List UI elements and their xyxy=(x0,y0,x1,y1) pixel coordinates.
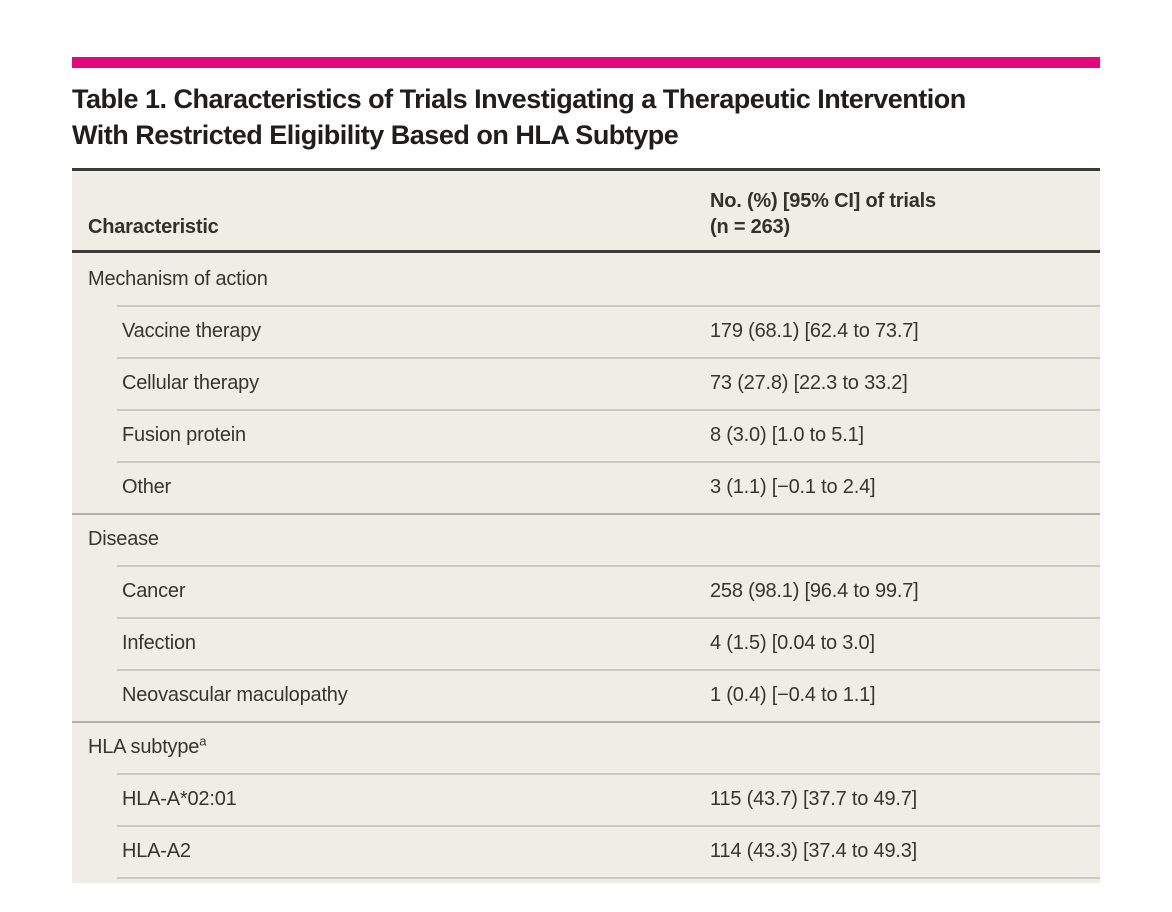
column-header-values: No. (%) [95% CI] of trials (n = 263) xyxy=(710,188,1084,240)
table-row: Fusion protein 8 (3.0) [1.0 to 5.1] xyxy=(72,409,1100,461)
table-row: Vaccine therapy 179 (68.1) [62.4 to 73.7… xyxy=(72,305,1100,357)
accent-bar xyxy=(72,57,1100,68)
row-label: Neovascular maculopathy xyxy=(122,684,348,706)
column-header-characteristic-label: Characteristic xyxy=(88,216,219,238)
table-row: Infection 4 (1.5) [0.04 to 3.0] xyxy=(72,617,1100,669)
row-label: HLA-A2 xyxy=(122,840,191,862)
table-figure: Table 1. Characteristics of Trials Inves… xyxy=(72,57,1100,883)
row-value: 115 (43.7) [37.7 to 49.7] xyxy=(710,788,918,810)
table-header-row: Characteristic No. (%) [95% CI] of trial… xyxy=(72,171,1100,253)
table-body: Mechanism of action Vaccine therapy 179 … xyxy=(72,253,1100,877)
characteristics-table: Characteristic No. (%) [95% CI] of trial… xyxy=(72,168,1100,883)
row-value: 114 (43.3) [37.4 to 49.3] xyxy=(710,840,918,862)
row-label: HLA subtypea xyxy=(88,733,207,758)
table-row: Other 3 (1.1) [−0.1 to 2.4] xyxy=(72,461,1100,513)
table-row: HLA subtypea xyxy=(72,721,1100,773)
row-value: 258 (98.1) [96.4 to 99.7] xyxy=(710,580,919,602)
row-label: Mechanism of action xyxy=(88,268,268,290)
table-row: HLA-A*02:01 115 (43.7) [37.7 to 49.7] xyxy=(72,773,1100,825)
row-value: 3 (1.1) [−0.1 to 2.4] xyxy=(710,476,876,498)
row-value: 1 (0.4) [−0.4 to 1.1] xyxy=(710,684,876,706)
row-value: 4 (1.5) [0.04 to 3.0] xyxy=(710,632,875,654)
table-row: Mechanism of action xyxy=(72,253,1100,305)
table-cutoff-separator xyxy=(72,877,1100,883)
row-label: Disease xyxy=(88,528,159,550)
table-row: Cancer 258 (98.1) [96.4 to 99.7] xyxy=(72,565,1100,617)
row-value: 73 (27.8) [22.3 to 33.2] xyxy=(710,372,908,394)
row-label: Cancer xyxy=(122,580,186,602)
table-row: Cellular therapy 73 (27.8) [22.3 to 33.2… xyxy=(72,357,1100,409)
row-label: Infection xyxy=(122,632,196,654)
row-value: 8 (3.0) [1.0 to 5.1] xyxy=(710,424,864,446)
column-header-values-label: No. (%) [95% CI] of trials (n = 263) xyxy=(710,190,936,238)
row-label: Cellular therapy xyxy=(122,372,259,394)
table-row: Neovascular maculopathy 1 (0.4) [−0.4 to… xyxy=(72,669,1100,721)
row-value: 179 (68.1) [62.4 to 73.7] xyxy=(710,320,919,342)
column-header-characteristic: Characteristic xyxy=(88,214,710,240)
row-label: Vaccine therapy xyxy=(122,320,261,342)
row-label: Other xyxy=(122,476,172,498)
row-label: Fusion protein xyxy=(122,424,246,446)
row-label: HLA-A*02:01 xyxy=(122,788,237,810)
table-row: HLA-A2 114 (43.3) [37.4 to 49.3] xyxy=(72,825,1100,877)
table-title: Table 1. Characteristics of Trials Inves… xyxy=(72,84,966,150)
table-row: Disease xyxy=(72,513,1100,565)
